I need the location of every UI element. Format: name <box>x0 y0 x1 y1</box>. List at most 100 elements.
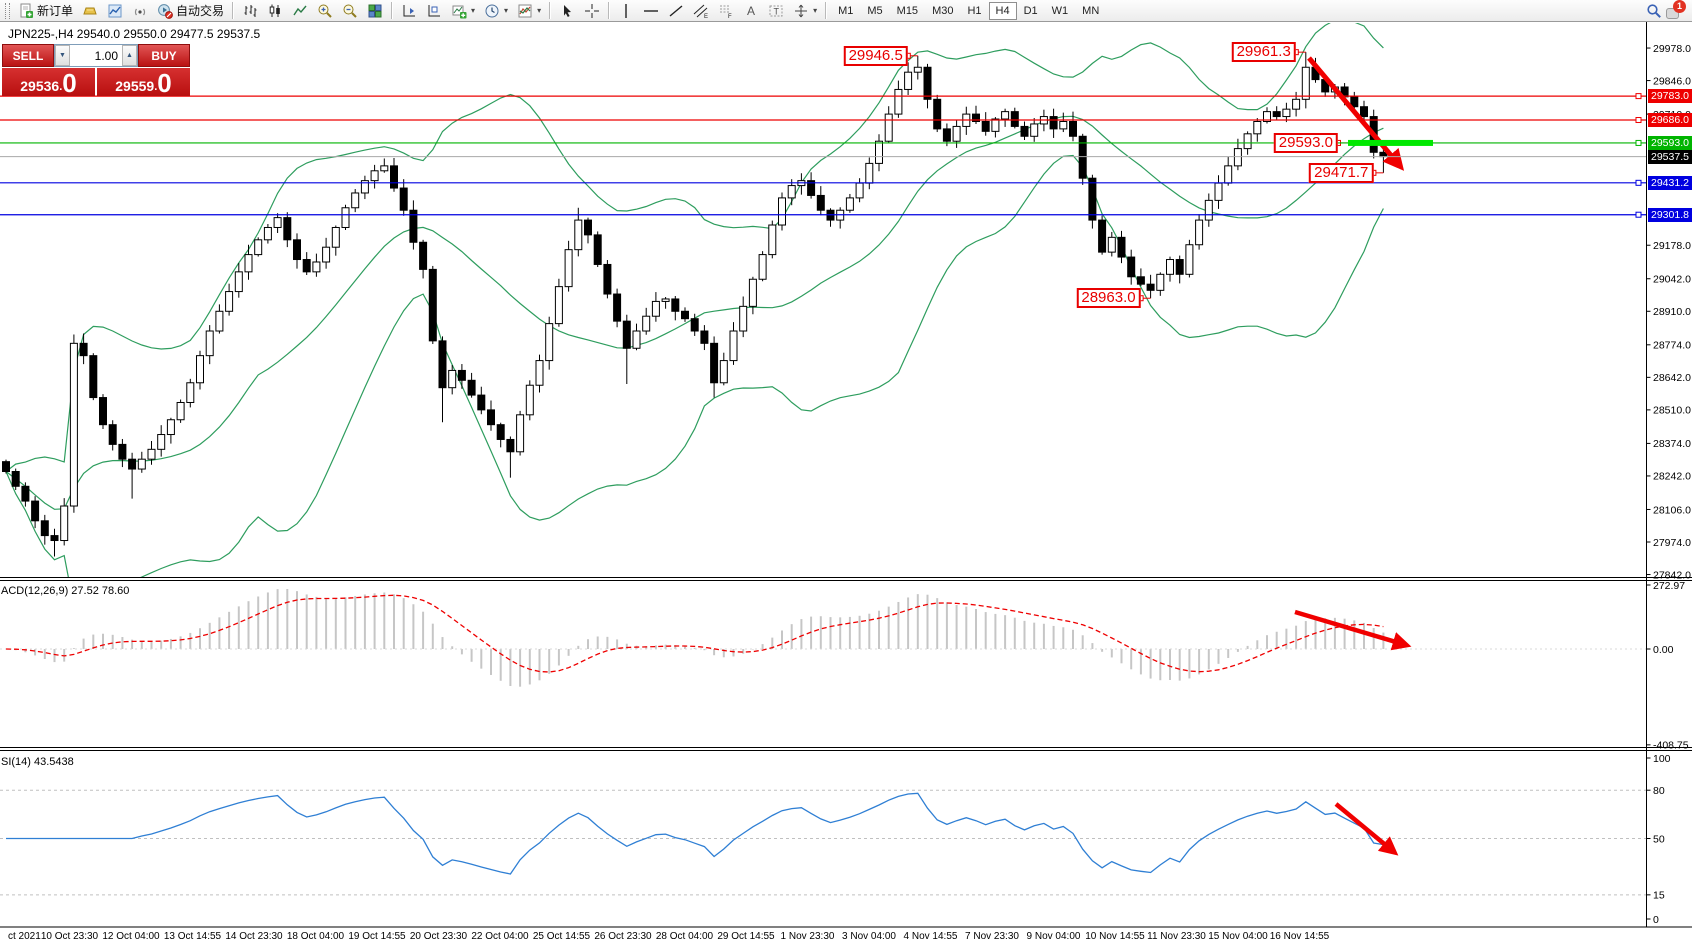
bear-candle <box>477 394 486 411</box>
bull-candle <box>137 458 146 470</box>
price-axis-tick: 29978.0 <box>1653 43 1691 55</box>
bull-candle <box>273 217 282 228</box>
buy-button[interactable]: BUY <box>138 44 190 67</box>
cursor-tool-button[interactable] <box>555 1 579 21</box>
tile-windows-button[interactable] <box>363 1 387 21</box>
sell-button[interactable]: SELL <box>2 44 54 67</box>
new-chart-button[interactable]: ▾ <box>447 1 479 21</box>
price-annotation-28963.0[interactable]: 28963.0 <box>1076 288 1141 309</box>
price-annotation-29961.3[interactable]: 29961.3 <box>1231 42 1296 63</box>
time-axis-label: 29 Oct 14:55 <box>717 931 775 942</box>
candle-chart-button[interactable] <box>263 1 287 21</box>
bull-candle <box>1030 123 1039 137</box>
notifications-button[interactable]: 1 <box>1666 0 1686 19</box>
timeframe-MN[interactable]: MN <box>1075 2 1106 20</box>
text-icon: A <box>747 4 755 18</box>
time-axis-label: 22 Oct 04:00 <box>471 931 529 942</box>
current-price-label: 29537.5 <box>1648 149 1692 164</box>
trendline-tool[interactable] <box>664 1 688 21</box>
sell-price-display[interactable]: 29536 . 0 <box>2 68 95 96</box>
bear-candle <box>1272 111 1281 118</box>
price-annotation-29471.7[interactable]: 29471.7 <box>1309 162 1374 183</box>
market-watch-button[interactable] <box>103 1 127 21</box>
timeframe-M1[interactable]: M1 <box>831 2 860 20</box>
vertical-line-tool[interactable] <box>614 1 638 21</box>
zoom-out-button[interactable] <box>338 1 362 21</box>
bull-candle <box>845 197 854 211</box>
accounts-button[interactable] <box>78 1 102 21</box>
fibonacci-icon: F <box>720 5 732 19</box>
bull-candle <box>312 261 321 273</box>
volume-input[interactable]: 1.00 <box>94 48 118 63</box>
shapes-tool[interactable]: ▾ <box>789 1 821 21</box>
bear-candle <box>283 217 292 241</box>
timeframe-W1[interactable]: W1 <box>1045 2 1076 20</box>
bar-chart-button[interactable] <box>238 1 262 21</box>
new-order-button[interactable]: 新订单 <box>14 1 77 21</box>
bear-candle <box>108 424 117 445</box>
timeframe-group: M1 M5 M15 M30 H1 H4 D1 W1 MN <box>831 1 1106 20</box>
zoom-in-button[interactable] <box>313 1 337 21</box>
line-handle[interactable] <box>1635 117 1642 124</box>
bear-candle <box>816 194 825 211</box>
arrange-vertical-button[interactable] <box>397 1 421 21</box>
periods-button[interactable]: ▾ <box>480 1 512 21</box>
macd-axis-tick: 0.00 <box>1653 644 1674 656</box>
auto-trading-icon <box>158 3 173 19</box>
price-annotation-29593.0[interactable]: 29593.0 <box>1273 132 1338 153</box>
bear-candle <box>700 330 709 344</box>
toolbar-grip[interactable] <box>5 2 10 19</box>
timeframe-D1[interactable]: D1 <box>1017 2 1045 20</box>
line-handle[interactable] <box>1635 93 1642 100</box>
line-handle[interactable] <box>1635 179 1642 186</box>
timeframe-M5[interactable]: M5 <box>860 2 889 20</box>
auto-trading-button[interactable]: 自动交易 <box>153 1 228 21</box>
timeframe-M15[interactable]: M15 <box>890 2 925 20</box>
timeframe-H4[interactable]: H4 <box>988 2 1017 20</box>
bull-candle <box>1059 120 1068 130</box>
bear-candle <box>128 458 137 470</box>
chart-ohlc-header: JPN225-,H4 29540.0 29550.0 29477.5 29537… <box>8 27 260 41</box>
support-highlight-segment[interactable] <box>1348 139 1433 146</box>
bull-candle <box>1214 182 1223 201</box>
trend-arrow-price[interactable] <box>1307 56 1405 171</box>
bollinger-middle-band <box>5 115 1384 510</box>
volume-decrease-button[interactable]: ▼ <box>55 45 70 66</box>
bear-candle <box>1117 236 1126 258</box>
bull-candle <box>729 330 738 362</box>
bear-candle <box>409 209 418 243</box>
timeframe-M30[interactable]: M30 <box>925 2 960 20</box>
bull-candle <box>254 239 263 256</box>
crosshair-tool-button[interactable] <box>580 1 604 21</box>
equidistant-channel-tool[interactable]: E <box>689 1 713 21</box>
price-level-label-29686.0: 29686.0 <box>1648 113 1692 127</box>
search-icon[interactable] <box>1646 3 1662 19</box>
templates-button[interactable]: ▾ <box>513 1 545 21</box>
fibonacci-tool[interactable]: F <box>714 1 738 21</box>
bull-candle <box>380 165 389 172</box>
buy-price-display[interactable]: 29559 . 0 <box>97 68 190 96</box>
bull-candle <box>1001 111 1010 120</box>
bear-candle <box>690 318 699 332</box>
trend-arrow-macd[interactable] <box>1294 609 1412 651</box>
bear-candle <box>79 342 88 357</box>
price-annotation-29946.5[interactable]: 29946.5 <box>843 45 908 66</box>
time-axis-label: 19 Oct 14:55 <box>348 931 406 942</box>
text-label-tool[interactable]: T <box>764 1 788 21</box>
horizontal-line-tool[interactable] <box>639 1 663 21</box>
buy-price-main: 29559 <box>115 78 155 94</box>
arrange-cascade-button[interactable] <box>422 1 446 21</box>
bear-candle <box>506 438 515 453</box>
price-axis-tick: 28106.0 <box>1653 504 1691 516</box>
timeframe-H1[interactable]: H1 <box>960 2 988 20</box>
signals-button[interactable] <box>128 1 152 21</box>
trend-arrow-rsi[interactable] <box>1334 802 1399 856</box>
text-tool[interactable]: A <box>739 1 763 21</box>
line-chart-button[interactable] <box>288 1 312 21</box>
volume-increase-button[interactable]: ▲ <box>122 45 137 66</box>
bull-candle <box>865 162 874 184</box>
auto-trading-label: 自动交易 <box>176 4 225 18</box>
line-handle[interactable] <box>1635 139 1642 146</box>
line-handle[interactable] <box>1635 211 1642 218</box>
